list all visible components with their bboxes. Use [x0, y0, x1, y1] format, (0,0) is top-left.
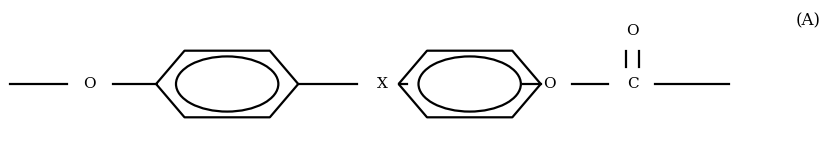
Text: O: O	[627, 24, 639, 38]
Text: (A): (A)	[796, 13, 821, 30]
Text: X: X	[377, 77, 388, 91]
Text: O: O	[543, 77, 555, 91]
Text: C: C	[627, 77, 638, 91]
Text: O: O	[83, 77, 96, 91]
